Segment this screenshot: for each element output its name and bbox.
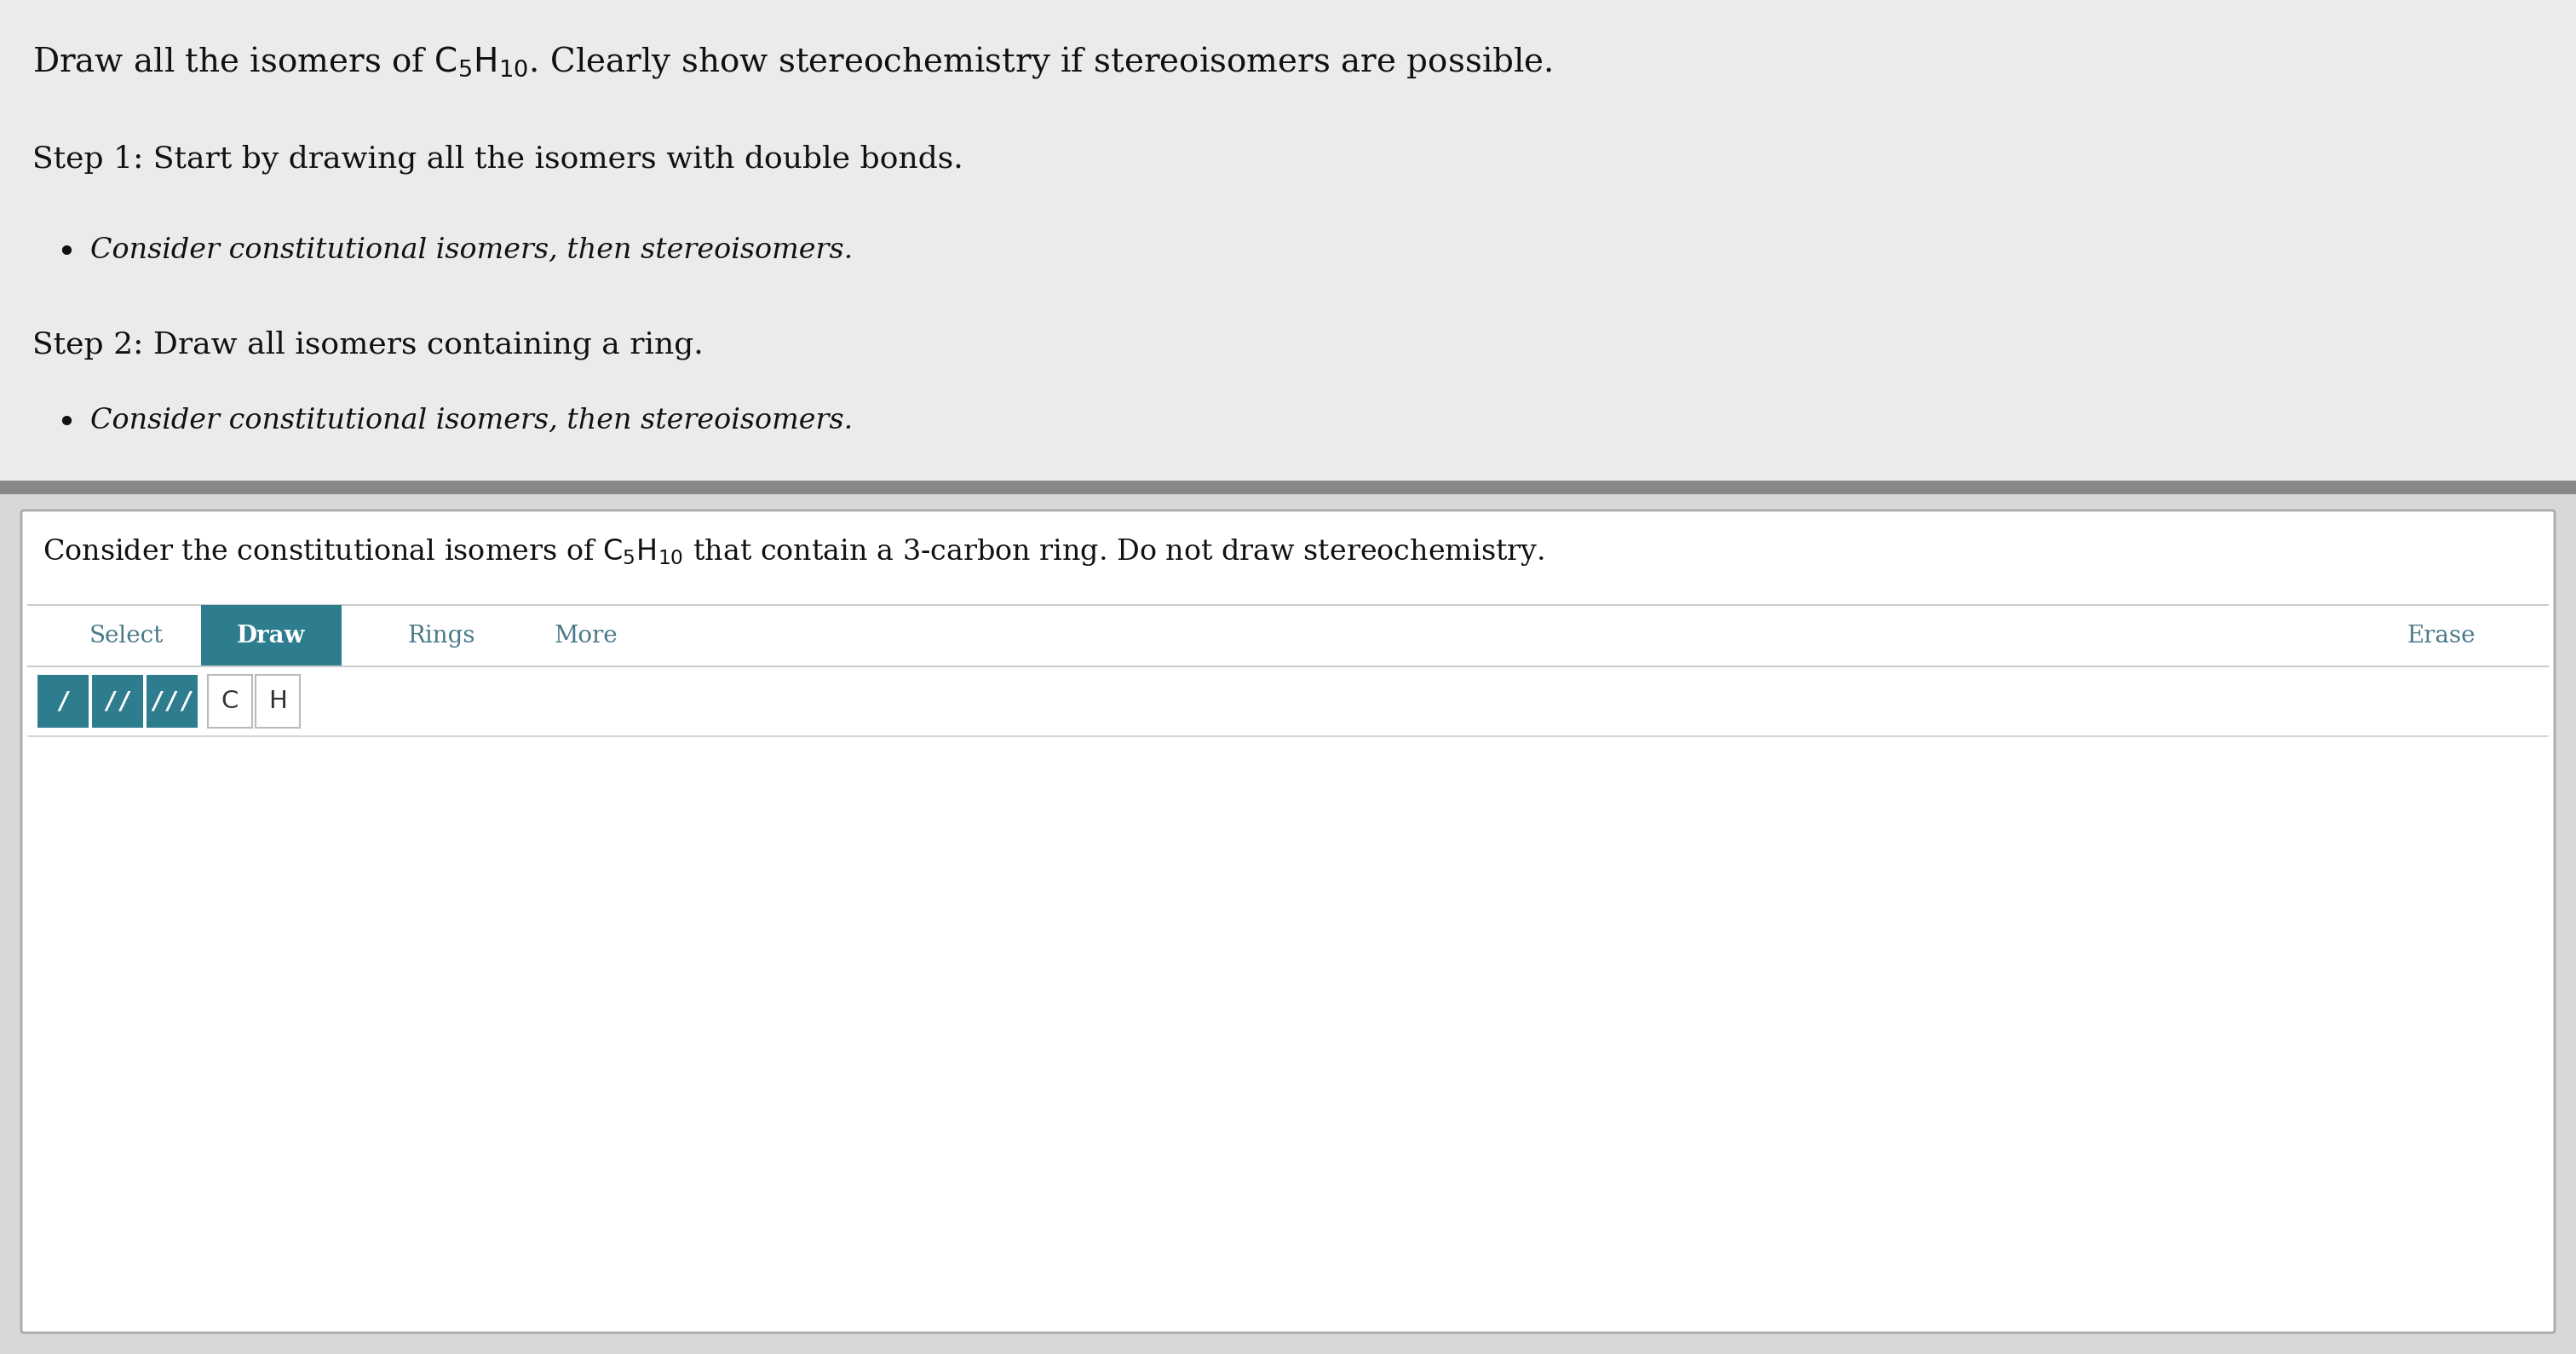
Bar [0, 481, 2576, 494]
Text: Consider the constitutional isomers of $\mathrm{C_5H_{10}}$ that contain a 3-car: Consider the constitutional isomers of $… [44, 536, 1546, 567]
Bar [0, 0, 2576, 481]
Text: C: C [222, 689, 240, 714]
Bar [147, 674, 198, 727]
Text: ///: /// [149, 689, 193, 714]
Bar [93, 674, 144, 727]
Text: Consider constitutional isomers, then stereoisomers.: Consider constitutional isomers, then st… [90, 237, 853, 264]
Bar [0, 494, 2576, 1354]
Bar [209, 674, 252, 727]
Text: /: / [57, 689, 70, 714]
Text: Draw: Draw [237, 624, 304, 647]
Text: More: More [554, 624, 618, 647]
Text: //: // [103, 689, 131, 714]
Text: •: • [57, 237, 75, 269]
Text: •: • [57, 408, 75, 440]
Bar [201, 605, 343, 666]
Text: Rings: Rings [407, 624, 474, 647]
Bar [255, 674, 299, 727]
Text: Select: Select [90, 624, 162, 647]
Text: Step 1: Start by drawing all the isomers with double bonds.: Step 1: Start by drawing all the isomers… [33, 145, 963, 175]
Text: Erase: Erase [2406, 624, 2476, 647]
Text: Step 2: Draw all isomers containing a ring.: Step 2: Draw all isomers containing a ri… [33, 330, 703, 360]
Text: Consider constitutional isomers, then stereoisomers.: Consider constitutional isomers, then st… [90, 408, 853, 435]
FancyBboxPatch shape [21, 510, 2555, 1332]
Text: Draw all the isomers of $\mathrm{C_5H_{10}}$. Clearly show stereochemistry if st: Draw all the isomers of $\mathrm{C_5H_{1… [33, 45, 1553, 80]
Text: H: H [268, 689, 286, 714]
Bar [39, 674, 88, 727]
